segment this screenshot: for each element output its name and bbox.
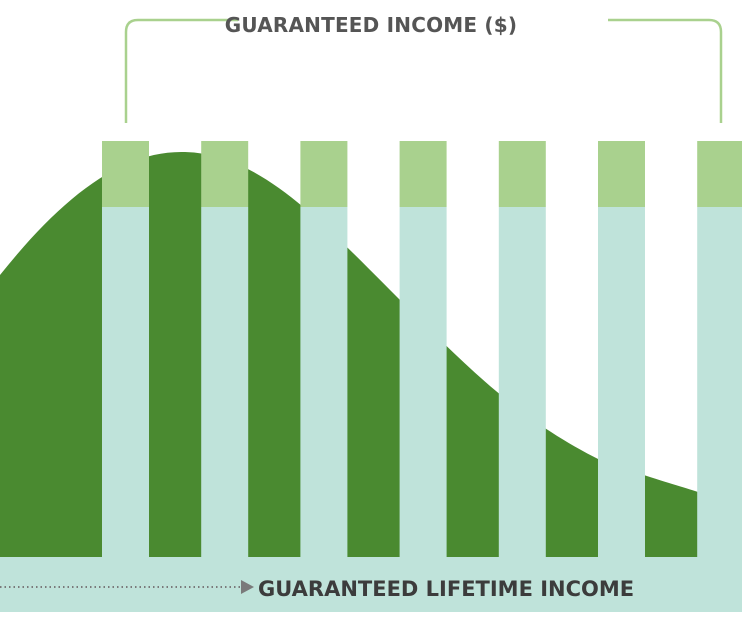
income-bar-cap <box>201 141 249 207</box>
income-bars <box>102 141 742 557</box>
income-bar-cap <box>300 141 348 207</box>
income-bracket <box>124 18 723 123</box>
income-bar-body <box>300 207 348 557</box>
income-bar-body <box>697 207 742 557</box>
income-bar-cap <box>498 141 546 207</box>
income-bar-body <box>201 207 249 557</box>
income-bar-cap <box>399 141 447 207</box>
income-bar-cap <box>697 141 742 207</box>
income-bar-body <box>598 207 645 557</box>
income-bar-cap <box>598 141 645 207</box>
guaranteed-lifetime-income-label: GUARANTEED LIFETIME INCOME <box>258 577 635 601</box>
income-bar-body <box>102 207 149 557</box>
income-bar-body <box>498 207 546 557</box>
income-bar-body <box>399 207 447 557</box>
lifetime-income-band <box>0 557 742 612</box>
arrow-head-icon <box>241 580 254 594</box>
income-bar-cap <box>102 141 149 207</box>
guaranteed-income-label: GUARANTEED INCOME ($) <box>224 13 518 37</box>
